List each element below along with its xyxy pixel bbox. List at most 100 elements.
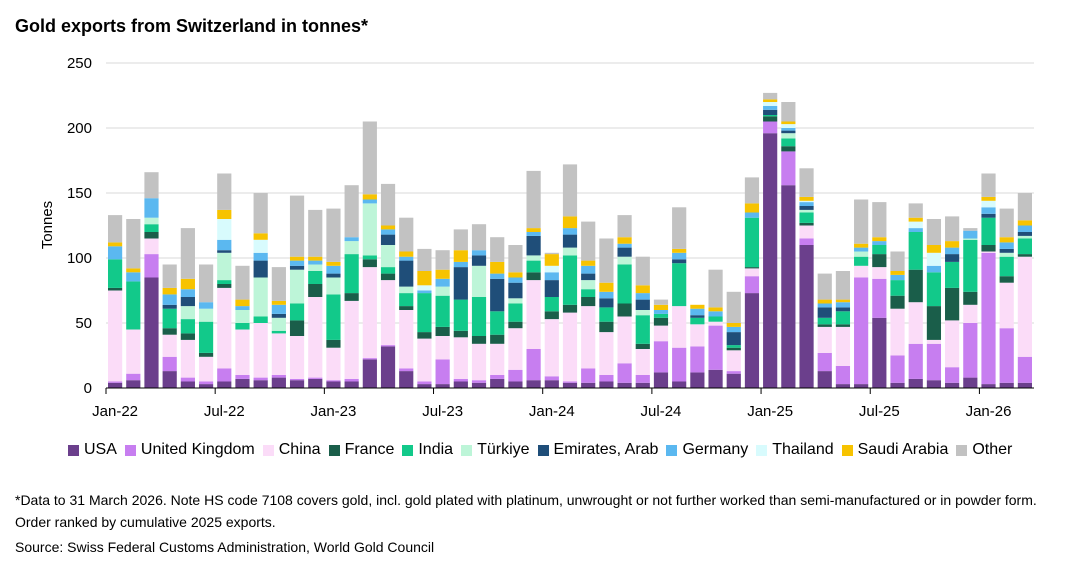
bar-segment-other [854,199,869,244]
bar-segment-india [690,317,705,325]
bar-segment-france [872,254,887,268]
bar-segment-usa [308,378,323,388]
bar-segment-t-rkiye [781,133,796,139]
bar-segment-france [999,276,1014,283]
bar-segment-united-kingdom [144,254,159,278]
bar-segment-india [453,299,468,331]
y-tick-labels: 0 50 100 150 200 250 [67,55,92,397]
y-tick-label: 150 [67,185,92,202]
bar-segment-france [981,245,996,252]
bar-segment-china [708,321,723,326]
bar-segment-t-rkiye [399,286,414,294]
legend-item: Emirates, Arab [537,441,658,459]
bar-segment-other [708,269,723,308]
bar-segment-india [326,294,341,340]
bar-segment-t-rkiye [271,317,286,331]
bar-segment-china [744,268,760,277]
bar-segment-united-kingdom [417,381,432,385]
bar-segment-germany [726,326,741,333]
bar-segment-usa [126,380,141,388]
legend-swatch [328,444,340,456]
bar-segment-usa [271,377,286,388]
bar-segment-saudi-arabia [672,248,687,253]
bar-segment-germany [581,265,596,274]
bar-segment-india [908,232,923,270]
bar-segment-india [835,311,851,325]
bar-segment-other [817,273,832,300]
bar-segment-usa [981,384,996,388]
bar-segment-usa [1017,382,1032,388]
bar-segment-usa [326,381,341,388]
bar-segment-france [890,295,905,309]
bar-segment-united-kingdom [126,373,141,381]
bar-segment-other [926,219,942,245]
bar-segment-china [108,290,123,382]
bar-segment-usa [744,293,760,388]
bar-segment-other [126,219,141,269]
bar-segment-china [144,238,159,255]
bar-segment-china [726,350,741,372]
bar-segment-germany [217,239,232,251]
bar-segment-usa [471,382,487,388]
bar-segment-united-kingdom [253,377,268,381]
bar-segment-united-kingdom [872,278,887,318]
legend-item: Thailand [756,441,834,459]
bar-segment-germany [235,306,250,310]
bar-segment-france [471,336,487,344]
bar-segment-saudi-arabia [817,299,832,304]
x-tick-label: Jul-23 [422,403,463,420]
bar-segment-other [599,238,614,283]
bar-segment-united-kingdom [690,346,705,373]
bar-segment-saudi-arabia [635,285,650,294]
bar-segment-india [890,280,905,296]
bar-segment-saudi-arabia [289,256,305,261]
bar-segment-germany [526,232,541,236]
bar-segment-united-kingdom [526,349,541,381]
bar-segment-other [635,256,650,286]
bar-segment-other [726,291,741,323]
bar-segment-india [526,260,541,273]
bar-segment-united-kingdom [289,378,305,381]
bar-segment-china [653,325,669,342]
bar-segment-france [526,272,541,281]
bar-segment-germany [399,256,414,261]
bar-segment-india [235,323,250,330]
bar-segment-other [198,264,214,303]
bar-segment-emirates-arab [490,278,505,312]
bar-segment-germany [781,128,796,131]
bar-segment-usa [854,384,869,388]
bar-segment-china [854,265,869,278]
bar-segment-saudi-arabia [926,245,942,253]
bar-segment-germany [253,252,268,261]
bar-segment-emirates-arab [635,299,650,310]
bar-segment-germany [162,294,177,305]
legend-swatch [841,444,853,456]
bar-segment-china [308,297,323,378]
legend: USA United Kingdom China France India Türkiye… [68,441,1020,461]
legend-label: China [278,441,321,458]
bar-segment-germany [672,252,687,260]
bar-segment-usa [781,185,796,388]
bar-segment-china [271,333,286,375]
bar-segment-united-kingdom [599,375,614,382]
bar-segment-france [617,303,632,317]
bar-segment-t-rkiye [289,269,305,304]
bar-segment-saudi-arabia [799,196,814,201]
bar-segment-india [435,295,450,327]
bar-segment-saudi-arabia [180,278,195,290]
bar-segment-france [781,146,796,152]
bar-segment-other [872,202,887,238]
bar-segment-emirates-arab [544,280,559,297]
bar-segment-china [635,349,650,375]
bar-segment-emirates-arab [217,250,232,253]
bar-segment-germany [854,247,869,252]
bar-segment-saudi-arabia [872,237,887,242]
bar-segment-t-rkiye [344,241,359,255]
x-tick-label: Jan-25 [747,403,793,420]
bar-segment-other [490,237,505,262]
bar-segment-t-rkiye [526,255,541,261]
bar-segment-saudi-arabia [599,282,614,292]
bar-segment-saudi-arabia [1017,220,1032,226]
bar-segment-other [326,208,341,262]
bar-segment-usa [726,373,741,388]
